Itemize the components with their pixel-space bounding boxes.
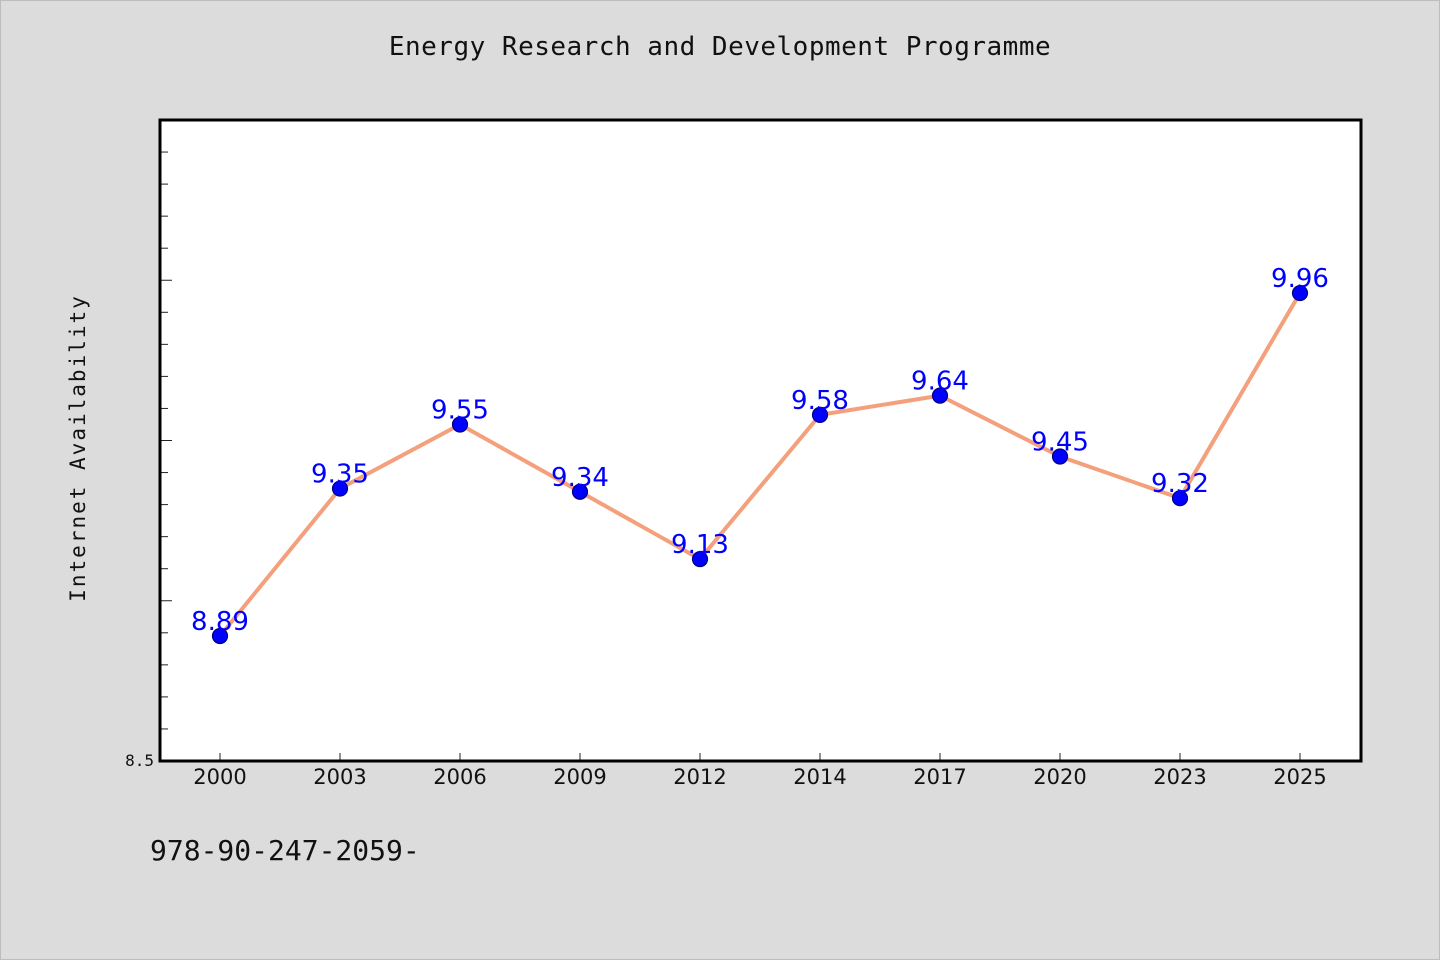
data-point	[1291, 284, 1309, 302]
x-tick-label: 2014	[793, 765, 846, 789]
data-label: 9.55	[431, 395, 489, 425]
x-tick-label: 2020	[1033, 765, 1086, 789]
data-point	[451, 416, 469, 433]
plot-border	[158, 118, 1363, 763]
data-label: 9.45	[1031, 428, 1089, 458]
data-label: 9.32	[1151, 469, 1209, 499]
data-point	[931, 387, 949, 404]
data-label: 9.64	[911, 367, 969, 397]
data-label: 9.34	[551, 463, 609, 493]
plot-area	[160, 120, 1361, 761]
data-label: 9.58	[791, 386, 849, 416]
series-line	[218, 291, 1302, 639]
data-point	[1051, 448, 1069, 465]
x-tick-label: 2009	[553, 765, 606, 789]
x-tick-label: 2012	[673, 765, 726, 789]
x-tick-label: 2006	[433, 765, 486, 789]
data-label: 9.96	[1271, 264, 1329, 294]
data-point	[211, 627, 229, 645]
x-tick-label: 2025	[1273, 765, 1326, 789]
x-tick-label: 2017	[913, 765, 966, 789]
data-point	[331, 480, 349, 497]
data-label: 9.35	[311, 460, 369, 490]
x-tick-label: 2023	[1153, 765, 1206, 789]
data-point	[691, 550, 709, 568]
x-tick-label: 2003	[313, 765, 366, 789]
data-point	[811, 406, 829, 423]
footer-code: 978-90-247-2059-	[150, 834, 420, 867]
chart-title: Energy Research and Development Programm…	[388, 32, 1052, 62]
data-point	[1171, 490, 1189, 507]
data-label: 8.89	[191, 607, 249, 637]
y-tick-label: 8.5	[125, 751, 154, 770]
data-label: 9.13	[671, 530, 729, 560]
data-point	[571, 483, 589, 500]
x-tick-label: 2000	[193, 765, 246, 789]
